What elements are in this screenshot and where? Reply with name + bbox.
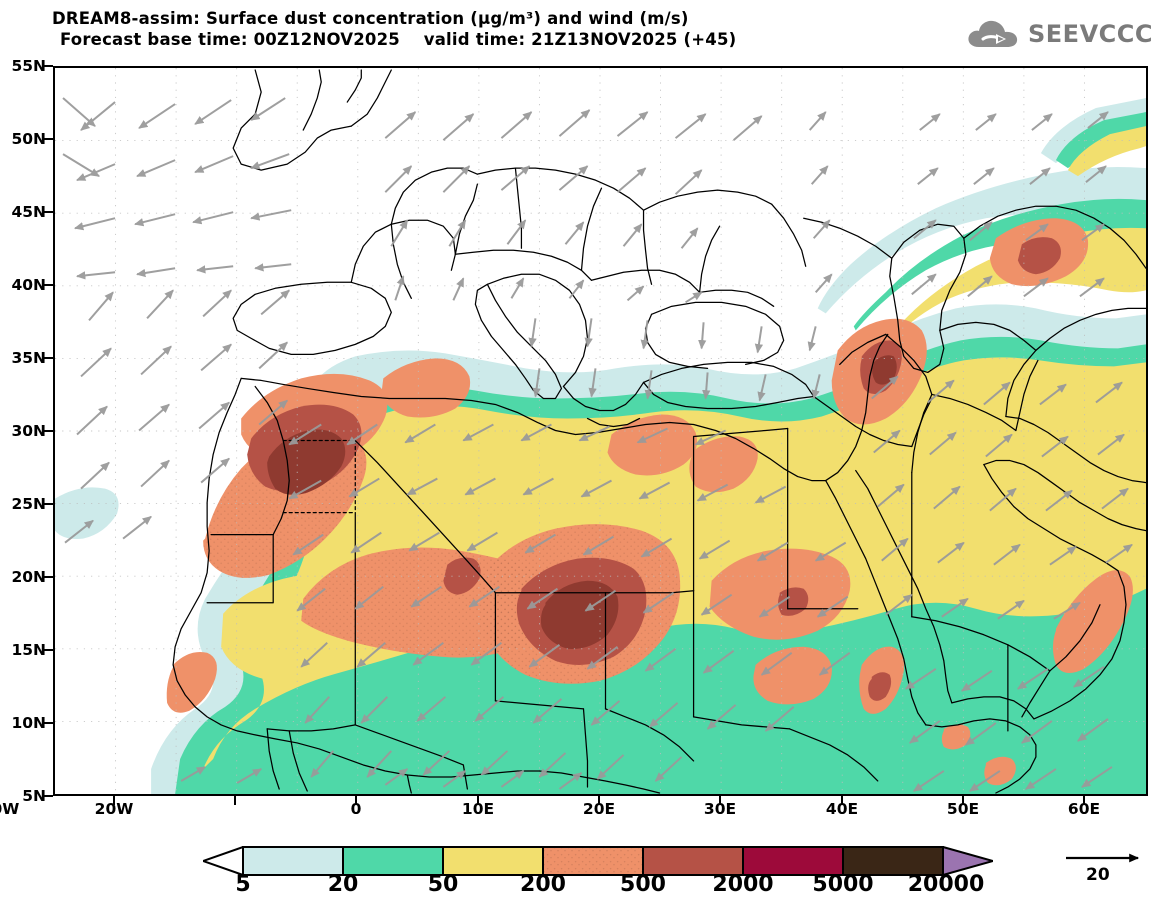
colorbar-tick-labels: 5 20 50 200 500 2000 5000 20000 (203, 872, 993, 902)
colorbar-box-50-200 (442, 846, 544, 876)
y-tick-mark (44, 795, 53, 797)
y-tick-mark (44, 211, 53, 213)
figure-title-block: DREAM8-assim: Surface dust concentration… (52, 8, 952, 50)
x-tick-label: 20W (94, 800, 134, 818)
seevccc-logo: SEEVCCC (965, 14, 1153, 54)
y-tick-label: 20N (11, 568, 46, 586)
colorbar-label: 20 (327, 872, 359, 897)
x-tick-mark (598, 796, 600, 805)
x-tick-label: 0 (350, 800, 362, 818)
y-tick-mark (44, 430, 53, 432)
dust-concentration-map (55, 68, 1146, 794)
colorbar-box-5000-20000 (842, 846, 944, 876)
colorbar-box-500-2000 (642, 846, 744, 876)
y-tick-label: 55N (11, 57, 46, 75)
dust-band-2000 (267, 355, 897, 650)
y-tick-label: 15N (11, 641, 46, 659)
colorbar-box-5-20 (242, 846, 344, 876)
colorbar-swatches (203, 846, 993, 876)
wind-vector-field (62, 97, 1133, 792)
wind-key-value: 20 (1086, 865, 1110, 885)
x-tick-label: 30E (703, 800, 737, 818)
map-gridlines (55, 68, 1146, 794)
x-tick-mark (355, 796, 357, 805)
colorbar-label: 2000 (712, 872, 774, 897)
y-tick-label: 45N (11, 203, 46, 221)
colorbar-box-20-50 (342, 846, 444, 876)
x-tick-mark (1083, 796, 1085, 805)
colorbar-label: 200 (520, 872, 566, 897)
x-tick-label: 20E (582, 800, 616, 818)
y-tick-mark (44, 138, 53, 140)
y-tick-mark (44, 284, 53, 286)
figure-subtitle: Forecast base time: 00Z12NOV2025 valid t… (60, 30, 737, 49)
colorbar-label: 500 (620, 872, 666, 897)
y-tick-label: 25N (11, 495, 46, 513)
x-tick-mark (962, 796, 964, 805)
x-tick-label: 40E (825, 800, 859, 818)
colorbar-under-cap (203, 846, 244, 876)
y-tick-label: 10N (11, 714, 46, 732)
x-tick-mark (719, 796, 721, 805)
y-tick-label: 35N (11, 349, 46, 367)
y-tick-label: 50N (11, 130, 46, 148)
x-tick-label: 10E (461, 800, 495, 818)
page-title: DREAM8-assim: Surface dust concentration… (52, 9, 689, 28)
colorbar-box-2000-5000 (742, 846, 844, 876)
colorbar-label: 5 (235, 872, 251, 897)
y-tick-mark (44, 65, 53, 67)
map-coastlines-borders (172, 69, 1146, 794)
colorbar (203, 846, 993, 876)
x-tick-mark (841, 796, 843, 805)
x-tick-mark (234, 796, 236, 805)
y-tick-mark (44, 357, 53, 359)
y-tick-label: 40N (11, 276, 46, 294)
y-tick-mark (44, 503, 53, 505)
logo-text: SEEVCCC (1028, 20, 1153, 48)
y-tick-mark (44, 722, 53, 724)
y-tick-mark (44, 576, 53, 578)
map-plot-area (53, 66, 1148, 796)
wind-key-arrow-icon (1066, 853, 1140, 863)
wind-scale-key: 20 (1062, 848, 1158, 892)
y-tick-label: 5N (22, 787, 46, 805)
cloud-icon (965, 17, 1021, 51)
x-tick-mark (113, 796, 115, 805)
x-tick-label: 50E (946, 800, 980, 818)
colorbar-over-cap (942, 846, 993, 876)
y-tick-mark (44, 649, 53, 651)
colorbar-label: 50 (427, 872, 459, 897)
x-tick-label: 60E (1067, 800, 1101, 818)
x-tick-mark (477, 796, 479, 805)
colorbar-label: 5000 (812, 872, 874, 897)
x-tick-label: 10W (0, 800, 20, 818)
y-tick-label: 30N (11, 422, 46, 440)
colorbar-label: 20000 (907, 872, 985, 897)
